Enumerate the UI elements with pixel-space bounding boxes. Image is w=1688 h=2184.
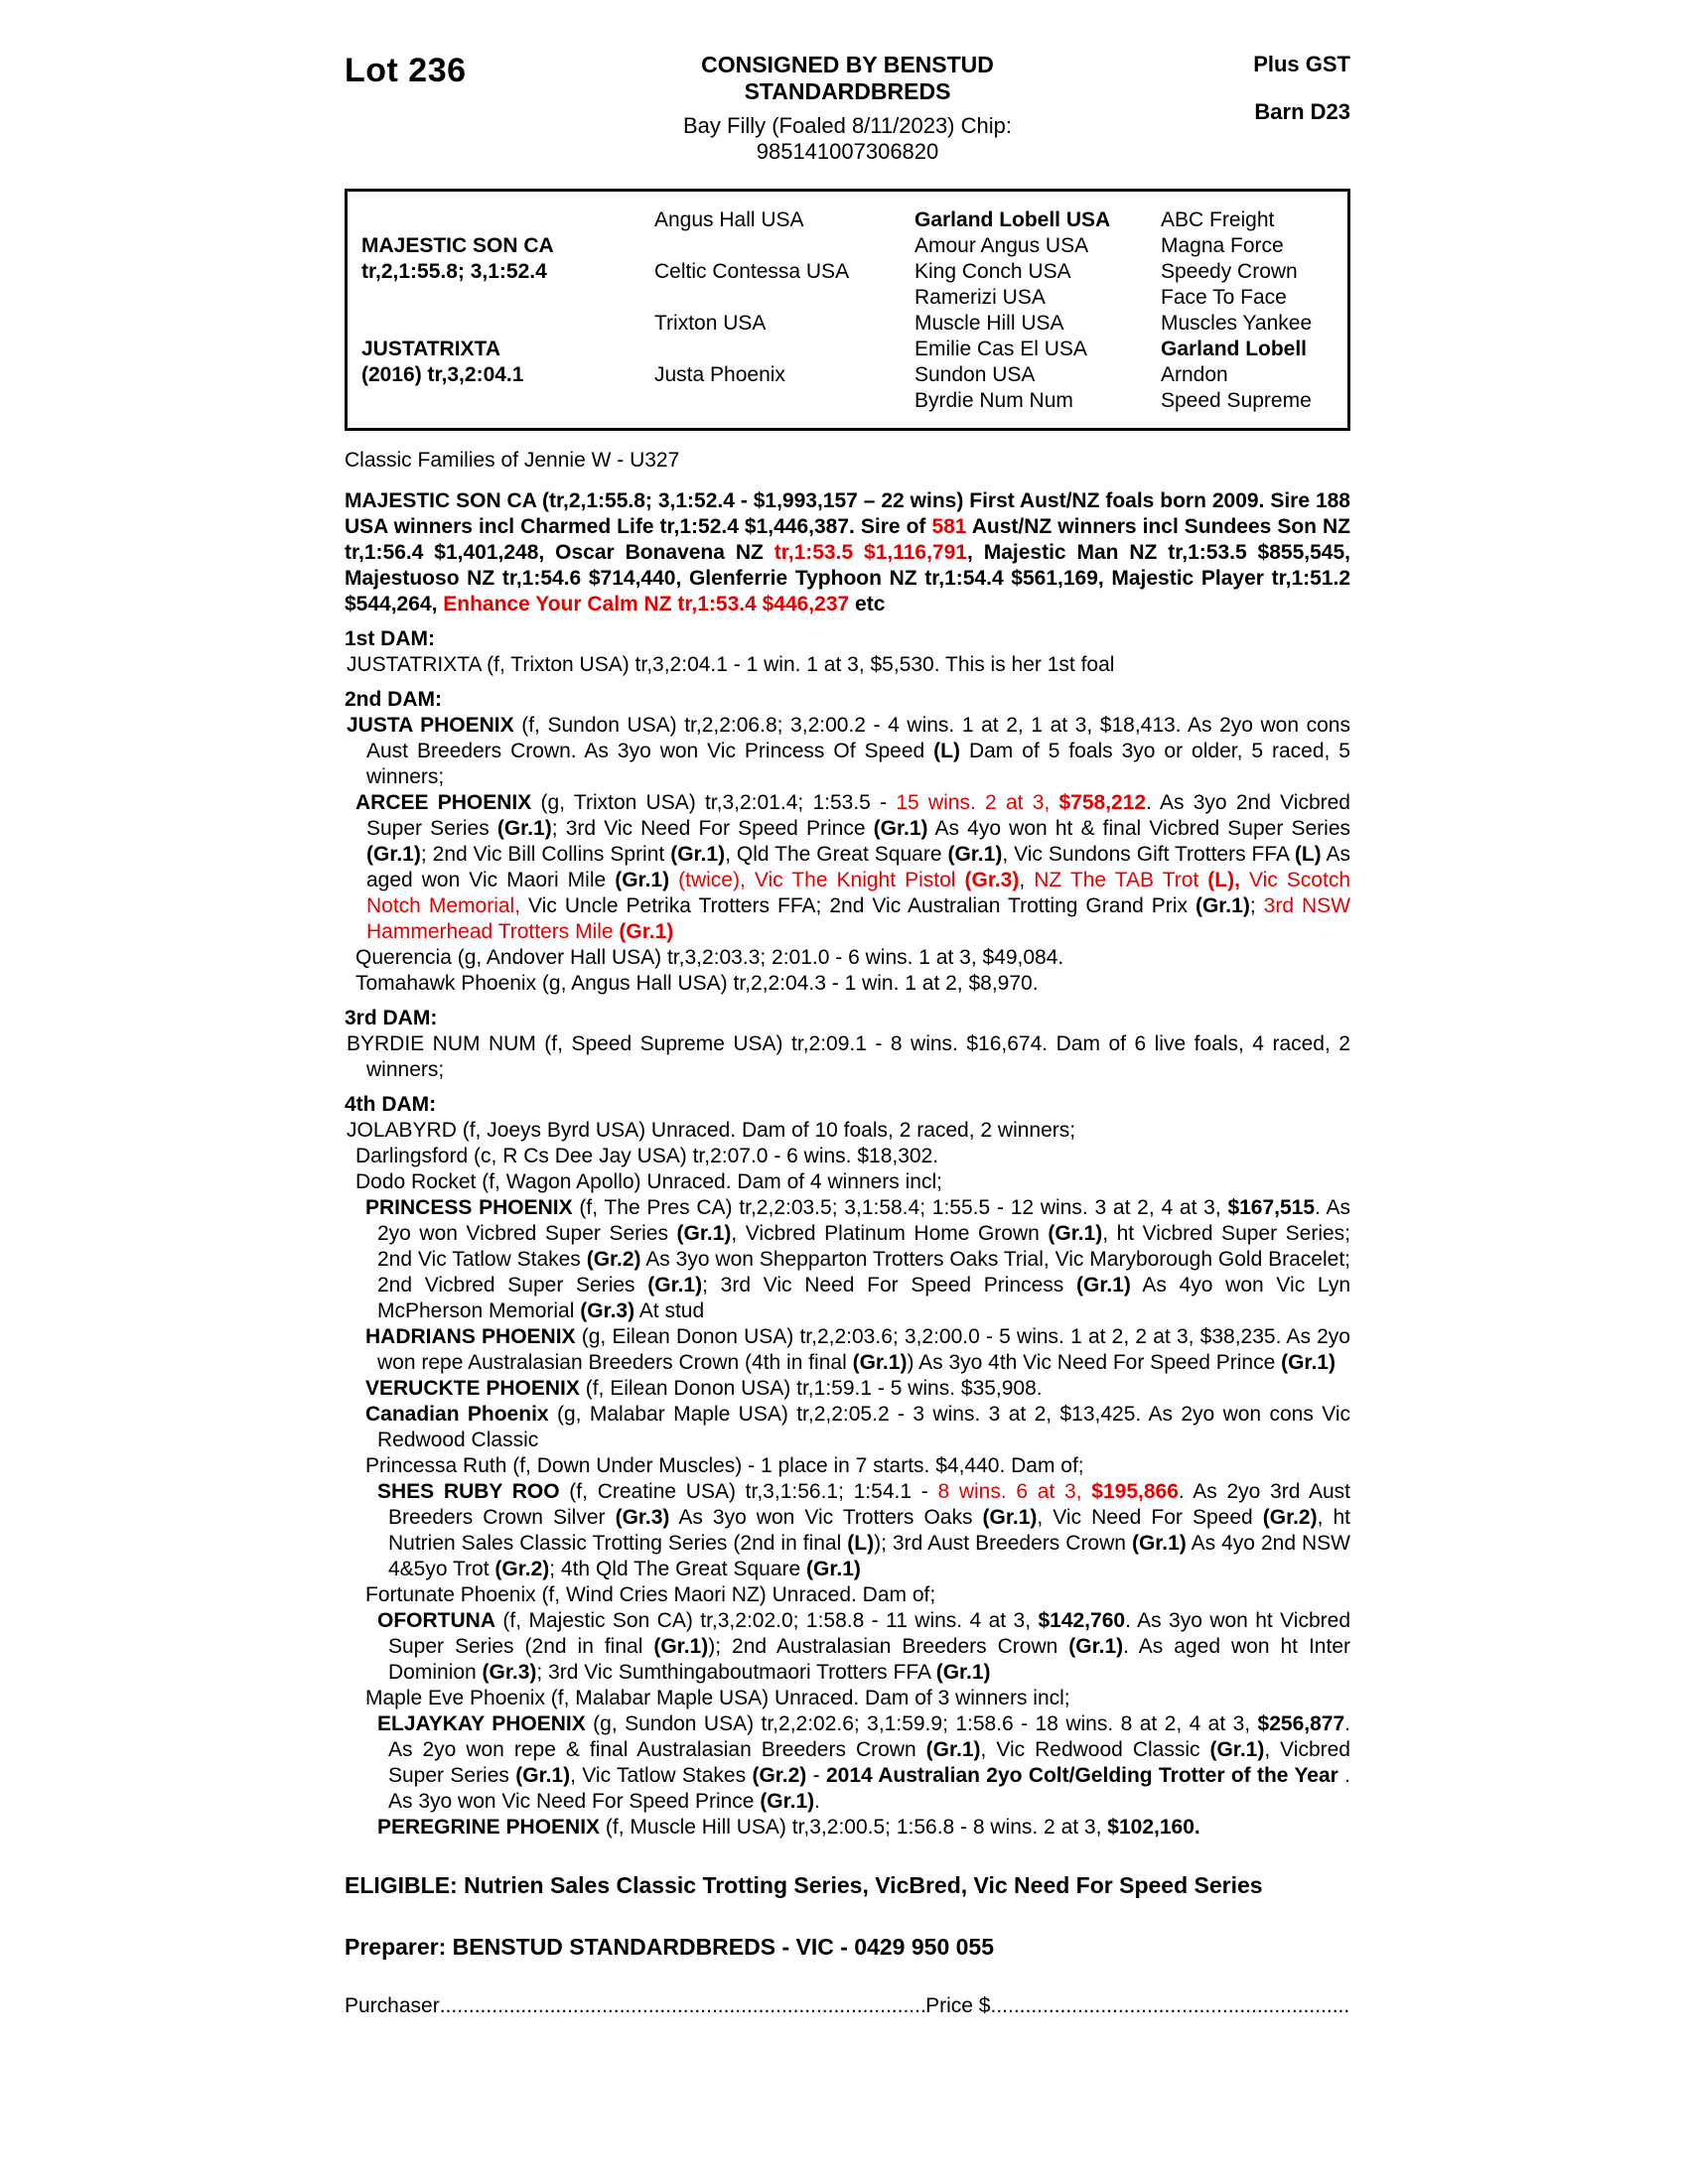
foal-description: Bay Filly (Foaled 8/11/2023) Chip: 98514… xyxy=(683,113,1012,164)
heading-3rd-dam: 3rd DAM: xyxy=(345,1007,438,1029)
gen4-ancestor: Face To Face xyxy=(1161,286,1287,309)
para-veruckte-phoenix: VERUCKTE PHOENIX (f, Eilean Donon USA) t… xyxy=(365,1377,1043,1400)
heading-1st-dam: 1st DAM: xyxy=(345,627,436,650)
gen2-dam-of-dam: Justa Phoenix xyxy=(654,363,785,386)
consignor-line: CONSIGNED BY BENSTUD STANDARDBREDS xyxy=(701,52,994,104)
preparer-line: Preparer: BENSTUD STANDARDBREDS - VIC - … xyxy=(345,1934,994,1960)
purchaser-price-line: Purchaser...............................… xyxy=(345,1994,1350,2018)
para-princessa-ruth: Princessa Ruth (f, Down Under Muscles) -… xyxy=(365,1454,1084,1477)
lot-number: Lot 236 xyxy=(345,52,467,89)
para-querencia: Querencia (g, Andover Hall USA) tr,3,2:0… xyxy=(355,946,1064,969)
page-header: Lot 236 CONSIGNED BY BENSTUD STANDARDBRE… xyxy=(345,52,1350,165)
gen4-ancestor: Speed Supreme xyxy=(1161,389,1312,412)
pedigree-table: MAJESTIC SON CA tr,2,1:55.8; 3,1:52.4 JU… xyxy=(345,189,1350,431)
sire-record: tr,2,1:55.8; 3,1:52.4 xyxy=(361,260,547,283)
purchaser-label: Purchaser xyxy=(345,1994,440,2017)
price-fill-in-line: ........................................… xyxy=(990,1994,1350,2017)
gen3-ancestor: Ramerizi USA xyxy=(914,286,1046,309)
eligibility-statement: ELIGIBLE: Nutrien Sales Classic Trotting… xyxy=(345,1872,1263,1898)
gen3-ancestor: Sundon USA xyxy=(914,363,1036,386)
gen3-ancestor: Amour Angus USA xyxy=(914,234,1089,257)
pedigree-text-body: MAJESTIC SON CA (tr,2,1:55.8; 3,1:52.4 -… xyxy=(345,488,1350,1841)
para-hadrians-phoenix: HADRIANS PHOENIX (g, Eilean Donon USA) t… xyxy=(365,1325,1350,1374)
header-right: Plus GST Barn D23 xyxy=(1092,52,1350,125)
dam-record: (2016) tr,3,2:04.1 xyxy=(361,363,524,386)
gen3-ancestor: King Conch USA xyxy=(914,260,1071,283)
classic-family-line: Classic Families of Jennie W - U327 xyxy=(345,449,680,472)
dam-name: JUSTATRIXTA xyxy=(361,338,500,360)
consignment-block: CONSIGNED BY BENSTUD STANDARDBREDS Bay F… xyxy=(603,52,1092,165)
gen4-ancestor: ABC Freight xyxy=(1161,208,1275,231)
gen4-ancestor: Magna Force xyxy=(1161,234,1284,257)
gen3-ancestor: Byrdie Num Num xyxy=(914,389,1073,412)
sire-name: MAJESTIC SON CA xyxy=(361,234,554,257)
price-label: Price $ xyxy=(925,1994,991,2017)
para-princess-phoenix: PRINCESS PHOENIX (f, The Pres CA) tr,2,2… xyxy=(365,1196,1351,1322)
para-peregrine-phoenix: PEREGRINE PHOENIX (f, Muscle Hill USA) t… xyxy=(377,1816,1200,1839)
para-byrdie-num-num: BYRDIE NUM NUM (f, Speed Supreme USA) tr… xyxy=(347,1032,1350,1081)
para-jolabyrd: JOLABYRD (f, Joeys Byrd USA) Unraced. Da… xyxy=(347,1119,1076,1142)
para-fortunate-phoenix: Fortunate Phoenix (f, Wind Cries Maori N… xyxy=(365,1583,936,1606)
para-darlingsford: Darlingsford (c, R Cs Dee Jay USA) tr,2:… xyxy=(355,1145,939,1167)
gen2-dam-of-sire: Celtic Contessa USA xyxy=(654,260,850,283)
para-eljaykay-phoenix: ELJAYKAY PHOENIX (g, Sundon USA) tr,2,2:… xyxy=(377,1712,1351,1813)
para-dodo-rocket: Dodo Rocket (f, Wagon Apollo) Unraced. D… xyxy=(355,1170,942,1193)
para-majestic-son: MAJESTIC SON CA (tr,2,1:55.8; 3,1:52.4 -… xyxy=(345,489,1351,615)
gen3-ancestor: Emilie Cas El USA xyxy=(914,338,1087,360)
para-shes-ruby-roo: SHES RUBY ROO (f, Creatine USA) tr,3,1:5… xyxy=(377,1480,1351,1580)
para-canadian-phoenix: Canadian Phoenix (g, Malabar Maple USA) … xyxy=(365,1403,1350,1451)
gen4-ancestor: Garland Lobell xyxy=(1161,338,1308,360)
para-justa-phoenix: JUSTA PHOENIX (f, Sundon USA) tr,2,2:06.… xyxy=(347,714,1350,788)
heading-4th-dam: 4th DAM: xyxy=(345,1093,437,1116)
gen4-ancestor: Muscles Yankee xyxy=(1161,312,1313,335)
gen3-ancestor: Garland Lobell USA xyxy=(914,208,1111,231)
para-justatrixta: JUSTATRIXTA (f, Trixton USA) tr,3,2:04.1… xyxy=(347,653,1115,676)
para-ofortuna: OFORTUNA (f, Majestic Son CA) tr,3,2:02.… xyxy=(377,1609,1350,1684)
para-tomahawk-phoenix: Tomahawk Phoenix (g, Angus Hall USA) tr,… xyxy=(355,972,1039,995)
gen3-ancestor: Muscle Hill USA xyxy=(914,312,1064,335)
para-arcee-phoenix: ARCEE PHOENIX (g, Trixton USA) tr,3,2:01… xyxy=(355,791,1351,943)
para-maple-eve-phoenix: Maple Eve Phoenix (f, Malabar Maple USA)… xyxy=(365,1687,1070,1709)
gen4-ancestor: Speedy Crown xyxy=(1161,260,1298,283)
gen2-sire-of-dam: Trixton USA xyxy=(654,312,767,335)
plus-gst-label: Plus GST xyxy=(1253,52,1350,76)
barn-label: Barn D23 xyxy=(1254,99,1350,124)
gen4-ancestor: Arndon xyxy=(1161,363,1228,386)
purchaser-fill-in-line: ........................................… xyxy=(439,1994,925,2017)
gen2-sire-of-sire: Angus Hall USA xyxy=(654,208,804,231)
heading-2nd-dam: 2nd DAM: xyxy=(345,688,442,711)
